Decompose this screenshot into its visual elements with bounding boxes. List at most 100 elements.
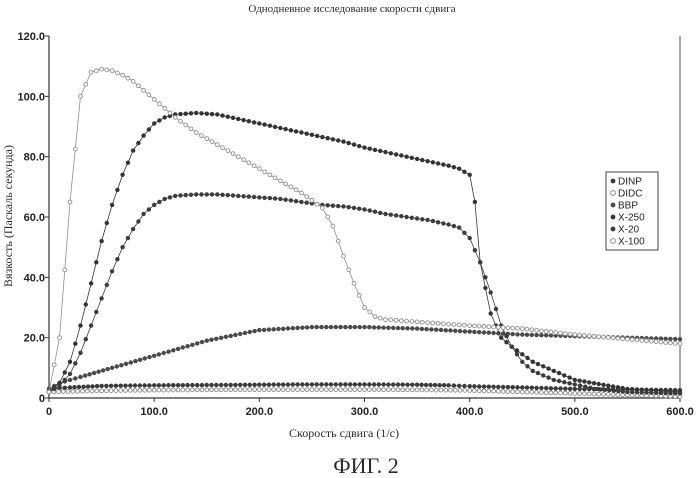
data-point bbox=[184, 193, 188, 197]
data-point bbox=[511, 385, 515, 389]
data-point bbox=[286, 388, 290, 392]
data-point bbox=[215, 112, 219, 116]
data-point bbox=[339, 388, 343, 392]
data-point bbox=[347, 268, 351, 272]
data-point bbox=[338, 382, 342, 386]
data-point bbox=[226, 149, 230, 153]
data-point bbox=[121, 73, 125, 77]
data-point bbox=[534, 386, 538, 390]
data-point bbox=[452, 323, 456, 327]
data-point bbox=[294, 129, 298, 133]
data-point bbox=[444, 388, 448, 392]
y-tick-label: 60.0 bbox=[24, 212, 45, 224]
data-point bbox=[483, 275, 487, 279]
data-point bbox=[262, 122, 266, 126]
data-point bbox=[221, 146, 225, 150]
data-point bbox=[630, 338, 634, 342]
data-point bbox=[104, 384, 108, 388]
data-point bbox=[315, 134, 319, 138]
data-point bbox=[635, 390, 639, 394]
data-point bbox=[194, 111, 198, 115]
data-point bbox=[616, 389, 620, 393]
data-point bbox=[442, 383, 446, 387]
data-point bbox=[539, 386, 543, 390]
data-point bbox=[143, 356, 147, 360]
data-point bbox=[95, 389, 99, 393]
data-point bbox=[152, 121, 156, 125]
data-point bbox=[462, 170, 466, 174]
data-point bbox=[326, 203, 330, 207]
data-point bbox=[176, 388, 180, 392]
data-point bbox=[252, 120, 256, 124]
data-point bbox=[110, 69, 114, 73]
data-point bbox=[99, 384, 103, 388]
data-point bbox=[478, 260, 482, 264]
data-point bbox=[124, 362, 128, 366]
data-point bbox=[95, 384, 99, 388]
data-point bbox=[386, 326, 390, 330]
data-point bbox=[90, 389, 94, 393]
data-point bbox=[171, 388, 175, 392]
data-point bbox=[301, 388, 305, 392]
data-point bbox=[491, 331, 495, 335]
data-point bbox=[110, 203, 114, 207]
data-point bbox=[654, 340, 658, 344]
data-point bbox=[136, 219, 140, 223]
data-point bbox=[472, 330, 476, 334]
data-point bbox=[664, 341, 668, 345]
data-point bbox=[157, 200, 161, 204]
data-point bbox=[594, 387, 598, 391]
data-point bbox=[142, 383, 146, 387]
data-point bbox=[611, 336, 615, 340]
legend-marker bbox=[611, 191, 616, 196]
data-point bbox=[583, 385, 587, 389]
data-point bbox=[401, 326, 405, 330]
data-point bbox=[530, 328, 534, 332]
data-point bbox=[544, 333, 548, 337]
data-point bbox=[347, 141, 351, 145]
data-point bbox=[578, 392, 582, 396]
data-point bbox=[410, 216, 414, 220]
data-point bbox=[68, 200, 72, 204]
data-point bbox=[415, 157, 419, 161]
y-tick-label: 80.0 bbox=[24, 152, 45, 164]
data-point bbox=[238, 383, 242, 387]
data-point bbox=[100, 67, 104, 71]
data-point bbox=[477, 330, 481, 334]
data-point bbox=[220, 193, 224, 197]
data-point bbox=[587, 334, 591, 338]
data-point bbox=[289, 185, 293, 189]
data-point bbox=[540, 329, 544, 333]
data-point bbox=[84, 302, 88, 306]
data-point bbox=[511, 326, 515, 330]
data-point bbox=[520, 327, 524, 331]
x-tick-label: 200.0 bbox=[246, 406, 274, 418]
data-point bbox=[436, 220, 440, 224]
data-point bbox=[178, 112, 182, 116]
data-point bbox=[531, 360, 535, 364]
data-point bbox=[215, 143, 219, 147]
data-point bbox=[358, 382, 362, 386]
data-point bbox=[142, 88, 146, 92]
legend-marker bbox=[611, 239, 616, 244]
data-point bbox=[152, 388, 156, 392]
data-point bbox=[234, 388, 238, 392]
data-point bbox=[563, 391, 567, 395]
data-point bbox=[236, 117, 240, 121]
data-point bbox=[343, 382, 347, 386]
data-point bbox=[310, 382, 314, 386]
data-point bbox=[434, 328, 438, 332]
data-point bbox=[129, 360, 133, 364]
data-point bbox=[143, 388, 147, 392]
data-point bbox=[278, 126, 282, 130]
data-point bbox=[268, 173, 272, 177]
data-point bbox=[84, 82, 88, 86]
data-point bbox=[181, 345, 185, 349]
data-point bbox=[200, 340, 204, 344]
data-point bbox=[157, 118, 161, 122]
data-point bbox=[114, 389, 118, 393]
data-point bbox=[673, 391, 677, 395]
data-point bbox=[147, 127, 151, 131]
data-point bbox=[299, 200, 303, 204]
data-point bbox=[668, 391, 672, 395]
